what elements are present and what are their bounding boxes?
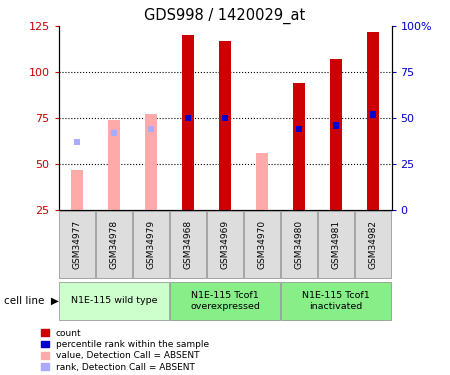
Text: GSM34969: GSM34969 <box>220 220 230 269</box>
Text: GSM34978: GSM34978 <box>109 220 118 269</box>
Text: GSM34968: GSM34968 <box>184 220 193 269</box>
FancyBboxPatch shape <box>318 211 354 278</box>
Bar <box>145 114 157 210</box>
Text: GSM34981: GSM34981 <box>332 220 341 269</box>
Bar <box>370 111 376 118</box>
FancyBboxPatch shape <box>96 211 132 278</box>
Bar <box>222 115 228 122</box>
Bar <box>330 59 342 210</box>
Bar <box>108 120 120 210</box>
Bar <box>297 126 302 132</box>
Text: GSM34980: GSM34980 <box>294 220 303 269</box>
Text: GSM34970: GSM34970 <box>257 220 266 269</box>
Bar <box>185 115 191 122</box>
Bar <box>293 83 305 210</box>
FancyBboxPatch shape <box>244 211 280 278</box>
Text: N1E-115 Tcof1
inactivated: N1E-115 Tcof1 inactivated <box>302 291 370 310</box>
Legend: count, percentile rank within the sample, value, Detection Call = ABSENT, rank, : count, percentile rank within the sample… <box>40 329 209 372</box>
FancyBboxPatch shape <box>281 282 391 320</box>
Bar <box>256 153 268 210</box>
FancyBboxPatch shape <box>59 211 95 278</box>
Text: N1E-115 wild type: N1E-115 wild type <box>71 296 157 305</box>
FancyBboxPatch shape <box>59 282 169 320</box>
Text: GSM34982: GSM34982 <box>369 220 378 269</box>
Text: cell line  ▶: cell line ▶ <box>4 296 59 306</box>
Bar <box>219 41 231 210</box>
FancyBboxPatch shape <box>281 211 317 278</box>
FancyBboxPatch shape <box>207 211 243 278</box>
Bar <box>112 130 117 136</box>
Text: N1E-115 Tcof1
overexpressed: N1E-115 Tcof1 overexpressed <box>190 291 260 310</box>
Bar <box>71 170 83 210</box>
Bar <box>333 122 338 129</box>
FancyBboxPatch shape <box>170 282 280 320</box>
Bar <box>182 36 194 210</box>
FancyBboxPatch shape <box>355 211 391 278</box>
FancyBboxPatch shape <box>133 211 169 278</box>
Bar <box>148 126 153 132</box>
Title: GDS998 / 1420029_at: GDS998 / 1420029_at <box>144 7 306 24</box>
Bar <box>74 139 80 145</box>
Text: GSM34979: GSM34979 <box>147 220 156 269</box>
Text: GSM34977: GSM34977 <box>72 220 81 269</box>
Bar <box>367 32 379 210</box>
FancyBboxPatch shape <box>170 211 206 278</box>
